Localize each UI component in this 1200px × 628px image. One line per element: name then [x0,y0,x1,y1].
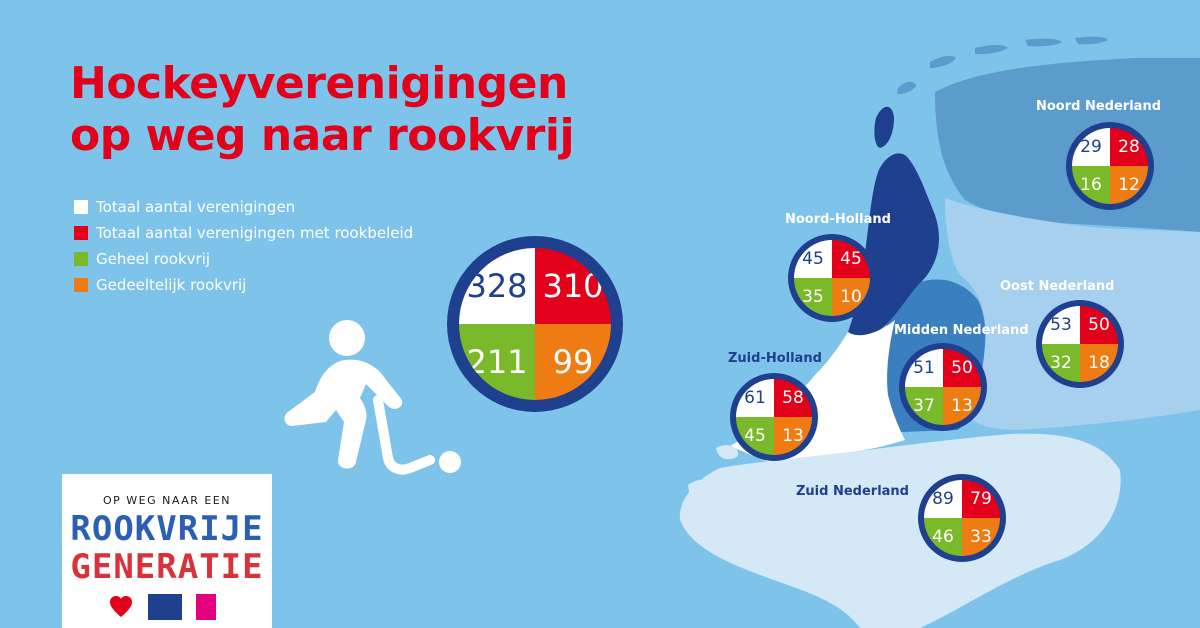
legend-label-geheel: Geheel rookvrij [96,250,211,268]
title-line-2: op weg naar rookvrij [70,110,575,161]
zuid-holland-totaal: 61 [736,379,774,417]
region-label-midden-nederland: Midden Nederland [894,323,1029,338]
page-title: Hockeyverenigingen op weg naar rookvrij [70,58,575,162]
noord-holland-totaal: 45 [794,240,832,278]
region-zuid-nederland-shape [679,433,1121,628]
pie-zuid-holland: 61 58 45 13 [730,373,818,461]
region-label-oost-nederland: Oost Nederland [1000,279,1115,294]
legend-label-rookbeleid: Totaal aantal verenigingen met rookbelei… [96,224,414,242]
rookvrije-generatie-logo: OP WEG NAAR EEN ROOKVRIJE GENERATIE [62,474,272,628]
midden-nederland-rookbeleid: 50 [943,349,981,387]
legend-swatch-orange [74,278,88,292]
zuid-nederland-gedeeltelijk: 33 [962,518,1000,556]
pie-midden-nederland: 51 50 37 13 [899,343,987,431]
legend-swatch-red [74,226,88,240]
wadden-island-5 [1075,36,1108,45]
region-label-noord-holland: Noord-Holland [785,212,891,227]
longfonds-logo [196,594,216,620]
noord-holland-geheel: 35 [794,278,832,316]
wadden-island-2 [930,55,956,68]
logo-word-rookvrije: ROOKVRIJE [70,509,264,549]
total-pie: 328 310 211 99 [447,236,623,412]
legend-label-totaal: Totaal aantal verenigingen [96,198,296,216]
legend-item-gedeeltelijk: Gedeeltelijk rookvrij [74,272,413,298]
noord-nederland-geheel: 16 [1072,166,1110,204]
zeeland-island-1 [716,445,739,460]
region-noord-nederland-shape [935,58,1200,232]
pie-noord-holland: 45 45 35 10 [788,234,876,322]
zeeland-island-3 [690,518,732,543]
legend-item-totaal: Totaal aantal verenigingen [74,194,413,220]
legend-item-geheel: Geheel rookvrij [74,246,413,272]
title-line-1: Hockeyverenigingen [70,58,568,109]
kwf-logo [148,594,182,620]
pie-noord-nederland: 29 28 16 12 [1066,122,1154,210]
wadden-island-texel [874,106,894,148]
wadden-island-3 [975,45,1008,55]
pie-oost-nederland: 53 50 32 18 [1036,300,1124,388]
logo-word-generatie: GENERATIE [70,547,264,587]
legend-swatch-green [74,252,88,266]
region-label-zuid-holland: Zuid-Holland [728,351,822,366]
legend: Totaal aantal verenigingen Totaal aantal… [74,194,413,298]
legend-label-gedeeltelijk: Gedeeltelijk rookvrij [96,276,247,294]
hockey-player-icon [284,320,461,475]
pie-zuid-nederland: 89 79 46 33 [918,474,1006,562]
wadden-island-1 [897,81,916,95]
legend-item-rookbeleid: Totaal aantal verenigingen met rookbelei… [74,220,413,246]
region-label-zuid-nederland: Zuid Nederland [796,484,909,499]
region-label-noord-nederland: Noord Nederland [1036,99,1162,114]
legend-swatch-white [74,200,88,214]
wadden-island-4 [1025,38,1062,47]
hartstichting-logo [110,596,132,617]
logo-subtitle: OP WEG NAAR EEN [103,494,231,507]
zeeland-island-2 [688,479,725,502]
